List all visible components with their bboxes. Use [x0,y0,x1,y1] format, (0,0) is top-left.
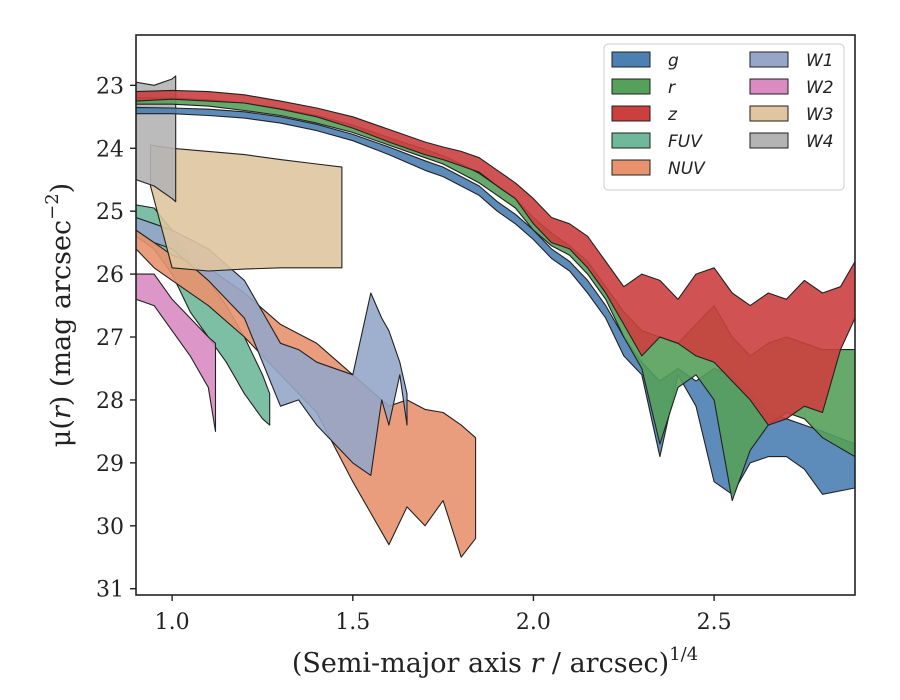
band-w1 [136,216,408,476]
y-tick-label: 26 [96,263,124,288]
y-tick-label: 27 [96,326,124,351]
x-axis-title-main: (Semi-major axis [292,648,531,679]
y-axis-title-var: r [46,404,77,419]
x-axis-title-exponent: 1/4 [669,644,698,665]
legend-label: z [667,105,678,125]
legend-label: W1 [806,51,834,71]
legend-item-w2: W2 [749,78,834,98]
legend-item-w1: W1 [749,51,834,71]
legend-swatch [611,105,651,122]
legend-swatch [611,132,651,149]
plot-frame [135,34,856,596]
y-tick-label: 24 [96,137,124,162]
x-axis-title: (Semi-major axis r / arcsec)1/4 [292,644,698,679]
y-axis-title-mid: ) (mag arcsec [46,220,77,406]
y-tick-label: 25 [96,200,124,225]
legend-label: FUV [668,132,703,152]
legend-label: NUV [668,159,706,179]
legend-swatch [749,132,789,149]
y-tick-label: 31 [96,578,124,603]
legend-swatch [611,78,651,95]
y-tick-label: 23 [96,74,124,99]
legend-label: r [668,78,676,98]
band-w3 [149,144,343,272]
y-tick-label: 29 [96,452,124,477]
legend-item-fuv: FUV [611,132,703,152]
y-tick-label: 28 [96,389,124,414]
legend-item-r: r [611,78,676,98]
legend: grz FUV NUV W1 W2 W3 W4 [603,43,845,191]
legend-label: W3 [806,105,834,125]
legend-item-g: g [611,51,679,71]
legend-label: W2 [806,78,834,98]
band-g [136,106,855,495]
x-tick-label: 2.5 [697,610,732,635]
band-series-group [136,75,855,558]
x-tick-label: 1.0 [155,610,190,635]
y-axis-title-post: ) [46,183,77,194]
legend-swatch [611,51,651,68]
legend-swatch [749,51,789,68]
x-tick-label: 1.5 [335,610,370,635]
legend-swatch [611,159,651,176]
x-tick-label: 2.0 [516,610,551,635]
legend-item-z: z [611,105,678,125]
band-w2 [136,273,217,432]
legend-item-w3: W3 [749,105,834,125]
x-axis-title-mid: / arcsec) [543,648,669,679]
x-axis-title-var: r [530,648,545,679]
legend-item-nuv: NUV [611,159,706,179]
y-axis-title-exponent: −2 [42,193,63,220]
legend-label: g [668,51,679,71]
legend-item-w4: W4 [749,132,834,152]
y-tick-label: 30 [96,515,124,540]
legend-label: W4 [806,132,834,152]
legend-swatch [749,105,789,122]
legend-swatch [749,78,789,95]
y-axis-title-pre: μ( [46,419,77,447]
axis-ticks-group: 1.0 1.5 2.0 2.5 23 24 25 26 27 28 29 30 31 [96,74,732,635]
band-z [136,89,855,426]
y-axis-title: μ(r) (mag arcsec−2) [42,183,77,447]
